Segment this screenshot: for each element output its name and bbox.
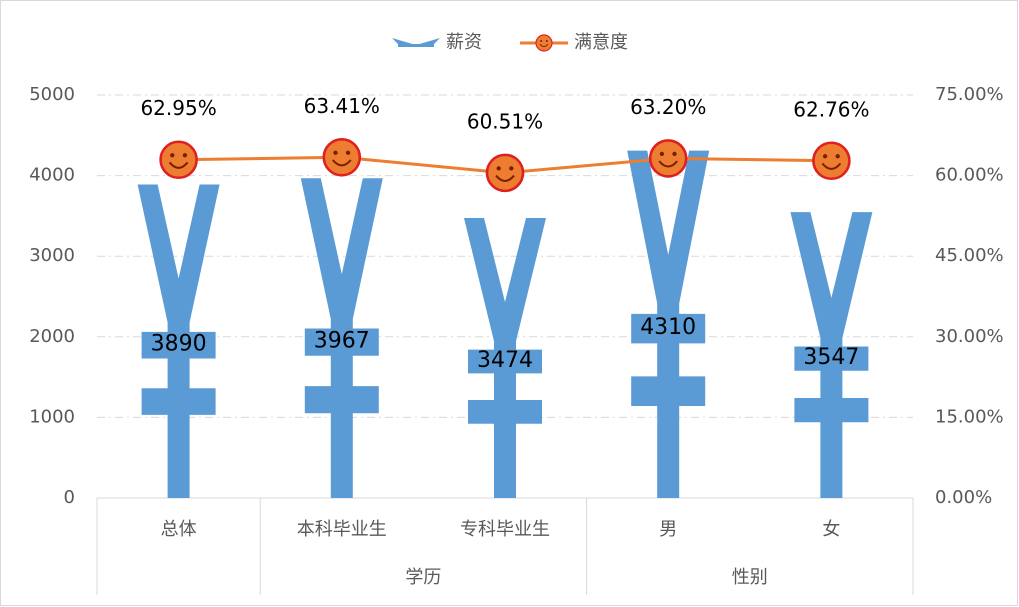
smiley-mouth (495, 174, 515, 182)
y-tick-label: 2000 (29, 326, 75, 347)
y2-tick-label: 60.00% (935, 165, 1004, 186)
line-marker (322, 137, 362, 177)
data-label: 62.76% (793, 97, 869, 121)
y-tick-label: 4000 (29, 165, 75, 186)
data-label: 63.20% (630, 95, 706, 119)
y2-tick-label: 15.00% (935, 406, 1004, 427)
group-label: 学历 (405, 567, 441, 588)
legend-label: 满意度 (574, 32, 628, 53)
x-tick-label: 男 (659, 519, 677, 540)
line-marker (159, 140, 198, 180)
x-tick-label: 女 (822, 519, 840, 540)
smiley-mouth (821, 162, 842, 170)
data-label: 3967 (314, 328, 370, 353)
smiley-eye (659, 151, 665, 157)
smiley-eye (540, 40, 543, 42)
x-tick-label: 总体 (161, 519, 197, 540)
smiley-mouth (539, 43, 549, 48)
y-tick-label: 3000 (29, 245, 75, 266)
legend-icon (392, 38, 440, 47)
smiley-mouth (658, 160, 678, 168)
bar (300, 178, 383, 498)
line-marker (812, 141, 851, 181)
smiley-eye (835, 154, 840, 159)
bar (464, 217, 546, 498)
bar (790, 212, 873, 498)
smiley-eye (672, 151, 677, 157)
y-tick-label: 1000 (29, 406, 75, 427)
data-label: 3474 (477, 348, 533, 373)
smiley-eye (170, 153, 175, 158)
smiley-eye (509, 166, 514, 171)
smiley-eye (333, 150, 338, 155)
data-label: 3547 (803, 345, 859, 370)
legend-marker (535, 34, 553, 52)
bar (627, 150, 710, 498)
data-label: 62.95% (140, 96, 216, 120)
smiley-eye (345, 150, 351, 155)
line-marker (648, 139, 688, 178)
smiley-eye (545, 40, 548, 42)
smiley-mouth (332, 159, 352, 167)
y2-tick-label: 30.00% (935, 326, 1004, 347)
legend-label: 薪资 (446, 32, 482, 53)
x-tick-label: 专科毕业生 (460, 519, 550, 540)
data-label: 63.41% (304, 94, 380, 118)
y-tick-label: 0 (64, 487, 75, 508)
smiley-mouth (168, 161, 189, 169)
group-label: 性别 (732, 567, 768, 588)
x-tick-label: 本科毕业生 (297, 519, 387, 540)
smiley-eye (496, 166, 501, 171)
data-label: 3890 (151, 331, 207, 356)
data-label: 60.51% (467, 109, 543, 133)
smiley-eye (182, 153, 188, 158)
data-label: 4310 (640, 315, 696, 340)
y2-tick-label: 45.00% (935, 245, 1004, 266)
smiley-eye (822, 154, 828, 159)
y2-tick-label: 75.00% (935, 84, 1004, 105)
y2-tick-label: 0.00% (935, 487, 992, 508)
line-marker (485, 153, 525, 193)
y-tick-label: 5000 (29, 84, 75, 105)
bar (137, 184, 220, 498)
